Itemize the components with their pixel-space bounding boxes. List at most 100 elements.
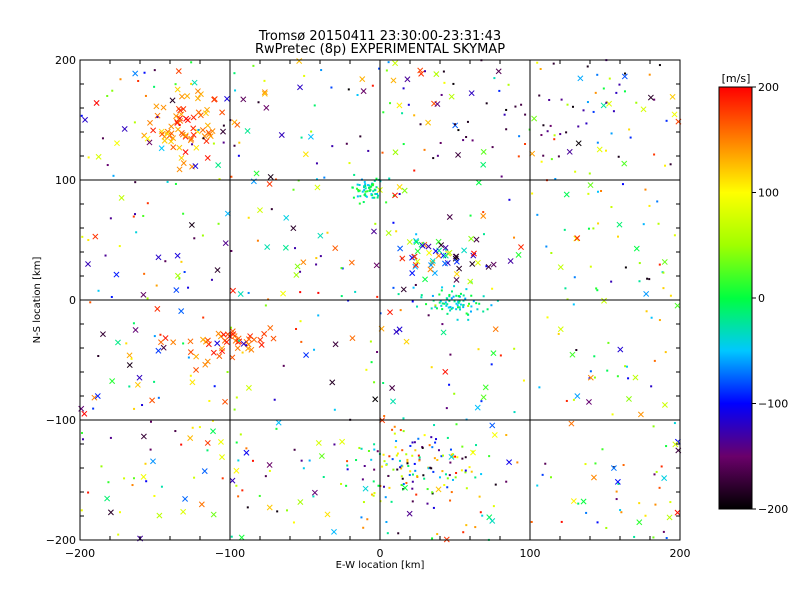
data-point-dot xyxy=(414,469,417,472)
data-point-dot xyxy=(490,363,493,366)
data-point-dot xyxy=(389,102,392,105)
data-point-dot xyxy=(357,190,360,193)
data-point-dot xyxy=(373,492,376,495)
data-point-cross xyxy=(491,432,498,438)
data-point-cross xyxy=(214,267,221,274)
data-point-cross xyxy=(178,308,185,315)
data-point-dot xyxy=(233,72,236,75)
data-point-dot xyxy=(400,475,403,478)
data-point-dot xyxy=(385,520,388,523)
data-point-dot xyxy=(421,446,424,449)
data-point-dot xyxy=(618,83,621,86)
data-point-cross xyxy=(475,179,482,186)
data-point-dot xyxy=(119,78,122,81)
data-point-cross xyxy=(422,276,429,283)
data-point-dot xyxy=(149,448,152,451)
data-point-cross xyxy=(207,133,214,140)
data-point-dot xyxy=(294,247,297,250)
data-point-dot xyxy=(341,267,344,270)
data-point-dot xyxy=(656,200,659,203)
data-point-dot xyxy=(109,436,112,439)
data-point-dot xyxy=(462,299,465,302)
data-point-cross xyxy=(210,349,217,356)
data-point-cross xyxy=(197,112,204,119)
data-point-dot xyxy=(427,314,430,317)
data-point-cross xyxy=(169,97,176,104)
data-point-dot xyxy=(174,182,177,185)
data-point-cross xyxy=(202,110,209,117)
data-point-dot xyxy=(401,112,404,115)
data-point-cross xyxy=(569,351,576,358)
data-point-dot xyxy=(460,469,463,472)
data-point-dot xyxy=(376,295,379,298)
data-point-dot xyxy=(182,342,185,345)
data-point-dot xyxy=(373,188,376,191)
data-point-cross xyxy=(349,335,356,342)
data-point-dot xyxy=(310,130,313,133)
data-point-dot xyxy=(413,169,416,172)
data-point-cross xyxy=(409,270,416,277)
data-point-dot xyxy=(431,492,434,495)
data-point-dot xyxy=(97,355,100,358)
data-point-dot xyxy=(546,130,549,133)
data-point-cross xyxy=(446,249,453,256)
data-point-cross xyxy=(267,324,274,331)
data-point-dot xyxy=(450,491,453,494)
data-point-dot xyxy=(625,365,628,368)
data-point-dot xyxy=(658,319,661,322)
data-point-dot xyxy=(592,227,595,230)
data-point-dot xyxy=(402,430,405,433)
data-point-cross xyxy=(637,411,644,418)
data-point-dot xyxy=(264,475,267,478)
data-point-cross xyxy=(280,290,287,297)
data-point-dot xyxy=(356,195,359,198)
data-point-dot xyxy=(406,462,409,465)
data-point-dot xyxy=(187,286,190,289)
data-point-cross xyxy=(147,119,153,126)
data-point-cross xyxy=(243,449,250,456)
data-point-dot xyxy=(364,184,367,187)
data-point-cross xyxy=(440,329,447,336)
data-point-cross xyxy=(452,122,459,129)
data-point-cross xyxy=(144,135,151,142)
data-point-cross xyxy=(245,345,251,352)
data-point-dot xyxy=(453,123,456,126)
data-point-dot xyxy=(275,427,278,430)
data-point-dot xyxy=(441,323,444,326)
data-point-dot xyxy=(456,304,459,307)
data-point-dot xyxy=(638,502,641,505)
data-point-dot xyxy=(445,407,448,410)
data-point-dot xyxy=(373,381,376,384)
data-point-dot xyxy=(617,235,620,238)
data-point-dot xyxy=(431,491,434,494)
data-point-cross xyxy=(596,146,603,153)
data-point-cross xyxy=(300,259,307,266)
data-point-dot xyxy=(245,447,248,450)
data-point-cross xyxy=(121,125,128,132)
data-point-dot xyxy=(333,408,336,411)
data-point-dot xyxy=(406,458,409,461)
data-point-dot xyxy=(648,204,651,207)
data-point-dot xyxy=(431,537,434,540)
data-point-dot xyxy=(673,422,676,425)
data-point-cross xyxy=(250,178,257,185)
data-point-dot xyxy=(366,190,369,193)
data-point-dot xyxy=(383,414,386,417)
data-point-dot xyxy=(665,119,668,122)
data-point-dot xyxy=(601,448,604,451)
data-point-dot xyxy=(457,295,460,298)
data-point-dot xyxy=(585,511,588,514)
data-point-dot xyxy=(97,289,100,292)
data-point-cross xyxy=(190,131,197,138)
data-point-dot xyxy=(388,486,391,489)
data-point-dot xyxy=(443,81,446,84)
data-point-dot xyxy=(411,454,414,457)
data-point-cross xyxy=(297,499,304,505)
data-point-cross xyxy=(610,465,617,472)
data-point-cross xyxy=(585,399,592,405)
data-point-cross xyxy=(160,344,167,351)
data-point-cross xyxy=(672,441,679,448)
data-point-dot xyxy=(453,392,456,395)
data-point-cross xyxy=(238,534,245,541)
data-point-dot xyxy=(549,124,552,127)
